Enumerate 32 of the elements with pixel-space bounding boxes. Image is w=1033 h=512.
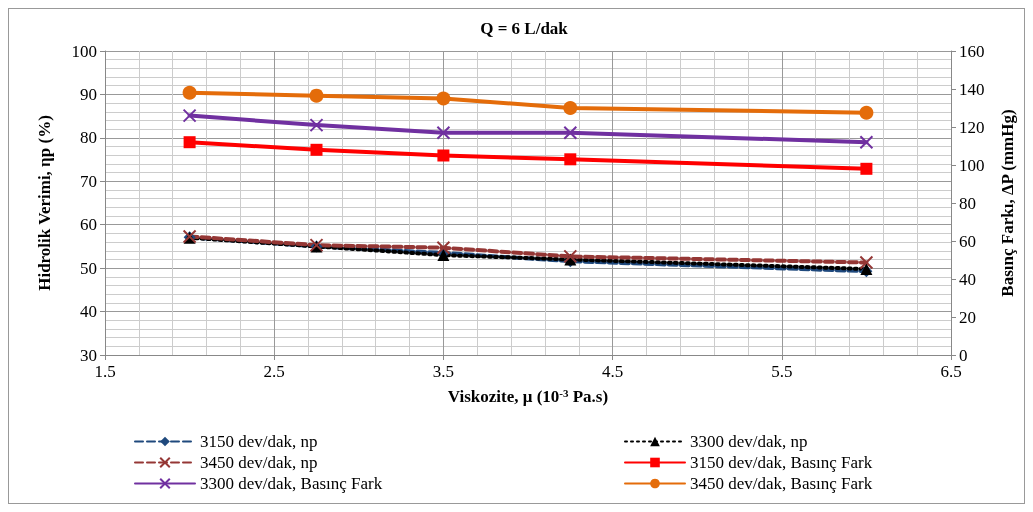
y2-tick-label: 0 (959, 345, 968, 365)
legend-label: 3300 dev/dak, np (690, 432, 808, 451)
y2-tick-label: 140 (959, 79, 985, 99)
legend-label: 3150 dev/dak, Basınç Fark (690, 453, 873, 472)
y-axis-title: Hidrolik Verimi, ηp (%) (35, 115, 54, 291)
y-tick-label: 60 (80, 215, 97, 235)
x-tick-label: 4.5 (601, 362, 624, 381)
y-tick-label: 40 (80, 302, 97, 322)
y2-tick-label: 20 (959, 307, 976, 327)
y2-tick-label: 120 (959, 117, 985, 137)
x-tick-label: 6.5 (940, 362, 962, 381)
y-tick-label: 100 (71, 41, 97, 61)
y2-tick-label: 100 (959, 155, 985, 175)
y-tick-label: 30 (80, 345, 97, 365)
y-tick-label: 80 (80, 128, 97, 148)
y2-axis-title: Basınç Farkı, ΔP (mmHg) (998, 109, 1017, 297)
legend-label: 3450 dev/dak, Basınç Fark (690, 474, 873, 493)
x-tick-label: 2.5 (263, 362, 285, 381)
x-tick-label: 3.5 (432, 362, 455, 381)
y2-tick-label: 60 (959, 231, 976, 251)
y-tick-label: 50 (80, 258, 97, 278)
y-tick-label: 70 (80, 171, 97, 191)
x-tick-label: 5.5 (771, 362, 793, 381)
legend-label: 3300 dev/dak, Basınç Fark (200, 474, 383, 493)
legend-label: 3150 dev/dak, np (200, 432, 318, 451)
y2-tick-label: 80 (959, 193, 976, 213)
y-tick-label: 90 (80, 84, 97, 104)
y2-tick-label: 40 (959, 269, 976, 289)
legend-label: 3450 dev/dak, np (200, 453, 318, 472)
chart-title: Q = 6 L/dak (480, 19, 569, 38)
x-tick-label: 1.5 (94, 362, 116, 381)
y2-tick-label: 160 (959, 41, 985, 61)
